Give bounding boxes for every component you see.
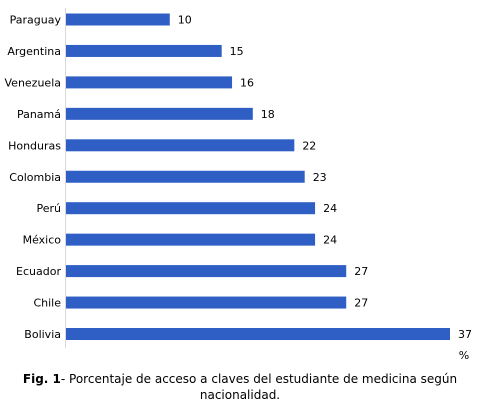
category-label-7: México xyxy=(23,234,62,247)
value-label-10: 37 xyxy=(458,328,472,341)
category-label-9: Chile xyxy=(33,297,61,310)
category-label-10: Bolivia xyxy=(24,328,61,341)
bar-3 xyxy=(66,107,253,120)
bar-0 xyxy=(66,13,170,26)
bar-1 xyxy=(66,44,222,57)
value-label-9: 27 xyxy=(354,297,368,310)
value-labels-group: 10 15 16 18 22 23 24 24 27 27 37 xyxy=(178,14,472,342)
bar-4 xyxy=(66,139,295,152)
category-label-1: Argentina xyxy=(7,45,61,58)
bar-10 xyxy=(66,328,450,340)
value-label-8: 27 xyxy=(354,265,368,278)
figure-caption-prefix: Fig. 1 xyxy=(22,372,61,386)
figure-caption: Fig. 1- Porcentaje de acceso a claves de… xyxy=(0,371,480,403)
value-label-4: 22 xyxy=(302,139,316,152)
category-label-6: Perú xyxy=(36,202,61,215)
bar-9 xyxy=(66,296,347,309)
bar-2 xyxy=(66,76,233,89)
value-label-7: 24 xyxy=(323,234,337,247)
figure-caption-text: - Porcentaje de acceso a claves del estu… xyxy=(60,372,458,402)
x-axis-unit-label: % xyxy=(459,349,469,362)
bar-7 xyxy=(66,233,316,246)
category-label-8: Ecuador xyxy=(16,265,61,278)
bars-group xyxy=(66,13,450,340)
category-label-2: Venezuela xyxy=(5,76,62,89)
category-labels-group: Paraguay Argentina Venezuela Panamá Honduras… xyxy=(5,14,62,342)
value-label-1: 15 xyxy=(230,45,244,58)
bar-8 xyxy=(66,265,347,278)
category-label-5: Colombia xyxy=(9,171,61,184)
bar-chart: Paraguay Argentina Venezuela Panamá Honduras… xyxy=(5,8,472,362)
bar-6 xyxy=(66,202,316,215)
value-label-2: 16 xyxy=(240,76,254,89)
bar-5 xyxy=(66,170,305,183)
value-label-0: 10 xyxy=(178,14,192,27)
value-label-5: 23 xyxy=(313,171,327,184)
category-label-4: Honduras xyxy=(8,139,61,152)
category-label-0: Paraguay xyxy=(10,14,62,27)
category-label-3: Panamá xyxy=(17,108,61,121)
value-label-3: 18 xyxy=(261,108,275,121)
value-label-6: 24 xyxy=(323,202,337,215)
